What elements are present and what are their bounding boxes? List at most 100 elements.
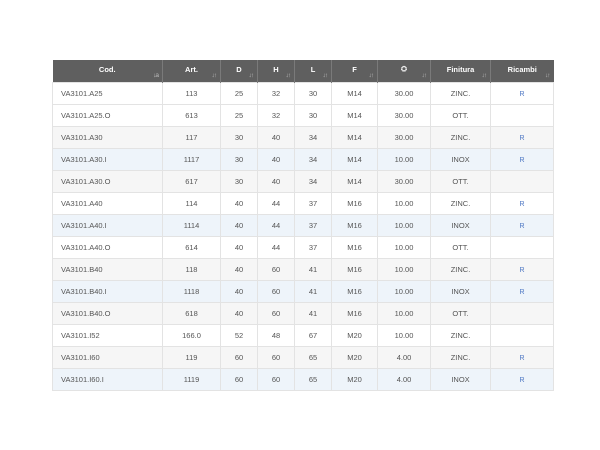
cell-art: 119 bbox=[162, 346, 221, 369]
cell-d: 30 bbox=[220, 126, 258, 149]
cell-l: 37 bbox=[294, 214, 332, 237]
column-header-art[interactable]: Art. ↓↑ bbox=[162, 60, 221, 83]
cell-code: VA3101.A25.O bbox=[52, 104, 163, 127]
cell-l: 41 bbox=[294, 280, 332, 303]
sort-icon[interactable]: ↓↑ bbox=[368, 72, 374, 79]
sort-alpha-icon[interactable]: ↓a bbox=[153, 72, 159, 79]
cell-finish: ZINC. bbox=[430, 82, 491, 105]
cell-f: M16 bbox=[331, 236, 378, 259]
cell-finish: OTT. bbox=[430, 170, 491, 193]
cell-finish: OTT. bbox=[430, 104, 491, 127]
cell-d: 52 bbox=[220, 324, 258, 347]
cell-load: 30.00 bbox=[377, 82, 431, 105]
cell-code: VA3101.A40.O bbox=[52, 236, 163, 259]
spares-link[interactable]: R bbox=[519, 201, 525, 208]
column-label: L bbox=[310, 64, 316, 74]
table-row[interactable]: VA3101.A30.I 1117 30 40 34 M14 10.00 INOX R bbox=[52, 148, 554, 171]
cell-h: 60 bbox=[257, 258, 295, 281]
spares-link[interactable]: R bbox=[519, 267, 525, 274]
table-row[interactable]: VA3101.A40 114 40 44 37 M16 10.00 ZINC. R bbox=[52, 192, 554, 215]
cell-spares bbox=[490, 302, 554, 325]
cell-finish: ZINC. bbox=[430, 346, 491, 369]
sort-icon[interactable]: ↓↑ bbox=[248, 72, 254, 79]
column-header-code[interactable]: Cod. ↓a bbox=[52, 60, 163, 83]
sort-icon[interactable]: ↓↑ bbox=[421, 72, 427, 79]
sort-icon[interactable]: ↓↑ bbox=[545, 72, 550, 79]
spares-link[interactable]: R bbox=[519, 355, 525, 362]
cell-f: M20 bbox=[331, 346, 378, 369]
column-label: Finitura bbox=[446, 64, 475, 74]
column-header-finish[interactable]: Finitura ↓↑ bbox=[430, 60, 491, 83]
cell-load: 10.00 bbox=[377, 324, 431, 347]
cell-d: 40 bbox=[220, 280, 258, 303]
cell-f: M20 bbox=[331, 324, 378, 347]
column-header-f[interactable]: F ↓↑ bbox=[331, 60, 378, 83]
table-row[interactable]: VA3101.B40 118 40 60 41 M16 10.00 ZINC. R bbox=[52, 258, 554, 281]
table-row[interactable]: VA3101.A40.O 614 40 44 37 M16 10.00 OTT. bbox=[52, 236, 554, 259]
cell-f: M16 bbox=[331, 214, 378, 237]
column-label: H bbox=[273, 64, 279, 74]
cell-art: 118 bbox=[162, 258, 221, 281]
table-row[interactable]: VA3101.A25.O 613 25 32 30 M14 30.00 OTT. bbox=[52, 104, 554, 127]
column-header-d[interactable]: D ↓↑ bbox=[220, 60, 258, 83]
cell-d: 30 bbox=[220, 170, 258, 193]
table-row[interactable]: VA3101.B40.O 618 40 60 41 M16 10.00 OTT. bbox=[52, 302, 554, 325]
cell-art: 117 bbox=[162, 126, 221, 149]
spares-link[interactable]: R bbox=[519, 223, 525, 230]
table-row[interactable]: VA3101.A25 113 25 32 30 M14 30.00 ZINC. R bbox=[52, 82, 554, 105]
spares-link[interactable]: R bbox=[519, 91, 525, 98]
cell-art: 113 bbox=[162, 82, 221, 105]
cell-l: 67 bbox=[294, 324, 332, 347]
cell-d: 30 bbox=[220, 148, 258, 171]
cell-code: VA3101.A25 bbox=[52, 82, 163, 105]
spares-link[interactable]: R bbox=[519, 157, 525, 164]
cell-code: VA3101.A30.I bbox=[52, 148, 163, 171]
column-header-spares[interactable]: Ricambi ↓↑ bbox=[490, 60, 554, 83]
table-row[interactable]: VA3101.A40.I 1114 40 44 37 M16 10.00 INOX R bbox=[52, 214, 554, 237]
cell-spares: R bbox=[490, 82, 554, 105]
table-row[interactable]: VA3101.I52 166.0 52 48 67 M20 10.00 ZINC. bbox=[52, 324, 554, 347]
cell-code: VA3101.A40.I bbox=[52, 214, 163, 237]
cell-art: 1119 bbox=[162, 368, 221, 391]
header-row: Cod. ↓a Art. ↓↑ D ↓↑ H ↓↑ L ↓↑ F ↓↑ ⛭ ↓↑ Finitura ↓↑ Ric… bbox=[52, 60, 554, 83]
column-header-h[interactable]: H ↓↑ bbox=[257, 60, 295, 83]
cell-finish: ZINC. bbox=[430, 258, 491, 281]
product-table: Cod. ↓a Art. ↓↑ D ↓↑ H ↓↑ L ↓↑ F ↓↑ ⛭ ↓↑ Finitura ↓↑ Ric… bbox=[52, 60, 554, 391]
spares-link[interactable]: R bbox=[519, 135, 525, 142]
cell-d: 25 bbox=[220, 104, 258, 127]
column-header-l[interactable]: L ↓↑ bbox=[294, 60, 332, 83]
sort-icon[interactable]: ↓↑ bbox=[481, 72, 487, 79]
cell-l: 30 bbox=[294, 82, 332, 105]
cell-spares: R bbox=[490, 126, 554, 149]
table-row[interactable]: VA3101.A30.O 617 30 40 34 M14 30.00 OTT. bbox=[52, 170, 554, 193]
cell-load: 4.00 bbox=[377, 368, 431, 391]
table-row[interactable]: VA3101.I60 119 60 60 65 M20 4.00 ZINC. R bbox=[52, 346, 554, 369]
cell-spares: R bbox=[490, 346, 554, 369]
sort-icon[interactable]: ↓↑ bbox=[285, 72, 291, 79]
cell-h: 48 bbox=[257, 324, 295, 347]
cell-l: 30 bbox=[294, 104, 332, 127]
cell-l: 34 bbox=[294, 126, 332, 149]
cell-f: M14 bbox=[331, 82, 378, 105]
cell-h: 44 bbox=[257, 236, 295, 259]
sort-icon[interactable]: ↓↑ bbox=[322, 72, 328, 79]
cell-code: VA3101.B40 bbox=[52, 258, 163, 281]
cell-d: 40 bbox=[220, 192, 258, 215]
cell-code: VA3101.B40.O bbox=[52, 302, 163, 325]
cell-f: M16 bbox=[331, 280, 378, 303]
spares-link[interactable]: R bbox=[519, 377, 525, 384]
cell-art: 1114 bbox=[162, 214, 221, 237]
cell-art: 614 bbox=[162, 236, 221, 259]
sort-icon[interactable]: ↓↑ bbox=[211, 72, 217, 79]
column-label: Ricambi bbox=[507, 64, 537, 74]
spares-link[interactable]: R bbox=[519, 289, 525, 296]
cell-code: VA3101.I52 bbox=[52, 324, 163, 347]
table-row[interactable]: VA3101.I60.I 1119 60 60 65 M20 4.00 INOX R bbox=[52, 368, 554, 391]
table-row[interactable]: VA3101.B40.I 1118 40 60 41 M16 10.00 INOX R bbox=[52, 280, 554, 303]
table-row[interactable]: VA3101.A30 117 30 40 34 M14 30.00 ZINC. R bbox=[52, 126, 554, 149]
cell-spares: R bbox=[490, 214, 554, 237]
column-header-load[interactable]: ⛭ ↓↑ bbox=[377, 60, 431, 83]
cell-l: 41 bbox=[294, 258, 332, 281]
cell-spares: R bbox=[490, 192, 554, 215]
cell-h: 44 bbox=[257, 214, 295, 237]
